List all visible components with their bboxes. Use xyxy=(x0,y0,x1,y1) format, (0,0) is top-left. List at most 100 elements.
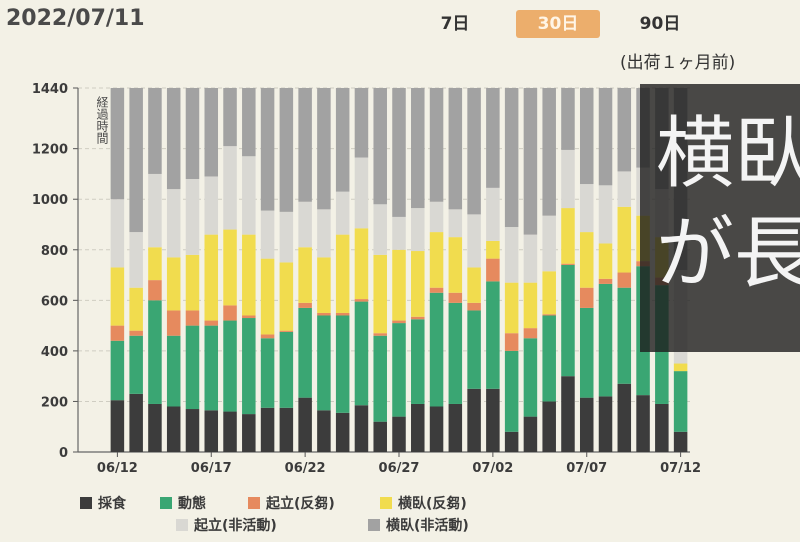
tab-30-days[interactable]: 30日 xyxy=(516,10,600,38)
bar-segment xyxy=(523,88,538,235)
bar-segment xyxy=(354,157,369,229)
bar-segment xyxy=(298,247,312,303)
bar-segment xyxy=(185,310,200,326)
bar-segment xyxy=(148,88,162,174)
y-tick-label: 0 xyxy=(59,446,68,461)
bar-segment xyxy=(148,173,162,248)
bar-segment xyxy=(542,401,556,452)
bar-segment xyxy=(504,88,519,228)
legend-item-active: 動態 xyxy=(160,494,206,514)
bar-segment xyxy=(166,88,181,190)
bar-segment xyxy=(579,184,594,233)
legend-label: 採食 xyxy=(98,496,126,512)
bar-segment xyxy=(242,88,256,157)
bar-segment xyxy=(429,88,444,202)
bar-segment xyxy=(373,88,387,205)
tab-7-days[interactable]: 7日 xyxy=(440,14,470,34)
bar-segment xyxy=(204,320,219,326)
bar-segment xyxy=(617,272,632,288)
bar-segment xyxy=(467,214,481,268)
x-tick-label: 07/02 xyxy=(472,461,513,476)
bar-segment xyxy=(617,171,632,207)
x-tick-label: 06/27 xyxy=(379,461,420,476)
y-tick-label: 600 xyxy=(41,294,68,309)
bar-segment xyxy=(223,320,237,412)
bar-segment xyxy=(148,247,162,281)
overlay-caption: 横臥 が長 xyxy=(656,104,800,304)
bar-segment xyxy=(598,283,613,397)
bar-segment xyxy=(260,407,275,452)
bar-segment xyxy=(598,396,613,452)
bar-segment xyxy=(486,240,500,259)
bar-segment xyxy=(579,307,594,398)
bar-segment xyxy=(504,282,519,334)
bar-segment xyxy=(561,376,575,452)
bar-segment xyxy=(242,414,256,452)
bar-segment xyxy=(467,310,481,389)
bar-segment xyxy=(429,287,444,293)
x-tick-label: 06/12 xyxy=(97,461,138,476)
bar-segment xyxy=(467,88,481,215)
overlay-line-2: が長 xyxy=(656,209,800,299)
legend-item-standing-inactive: 起立(非活動) xyxy=(176,516,277,536)
legend-item-lying-inactive: 横臥(非活動) xyxy=(368,516,469,536)
bar-segment xyxy=(392,416,406,452)
bar-segment xyxy=(335,88,350,192)
x-tick-label: 06/22 xyxy=(285,461,326,476)
legend-label: 動態 xyxy=(178,496,206,512)
legend-swatch xyxy=(380,497,392,509)
bar-segment xyxy=(617,287,632,384)
bar-segment xyxy=(354,88,369,158)
bar-segment xyxy=(542,271,556,315)
overlay-line-1: 横臥 xyxy=(656,109,800,199)
bar-segment xyxy=(317,410,331,452)
y-tick-label: 200 xyxy=(41,395,68,410)
bar-segment xyxy=(429,232,444,288)
bar-segment xyxy=(129,393,143,452)
legend: 採食 動態 起立(反芻) 横臥(反芻) 起立(非活動) 横臥(非活動) xyxy=(80,494,640,538)
bar-segment xyxy=(579,88,594,185)
bar-segment xyxy=(242,234,256,316)
bar-segment xyxy=(354,405,369,452)
bar-segment xyxy=(504,333,519,351)
bar-segment xyxy=(166,406,181,452)
bar-segment xyxy=(373,333,387,336)
legend-item-feeding: 採食 xyxy=(80,494,126,514)
bar-segment xyxy=(486,281,500,389)
bar-segment xyxy=(561,149,575,209)
bar-segment xyxy=(523,234,538,283)
bar-segment xyxy=(148,280,162,301)
bar-segment xyxy=(185,409,200,452)
y-axis-label: 経過時間 xyxy=(95,96,109,144)
y-tick-label: 1440 xyxy=(32,82,68,97)
bar-segment xyxy=(110,199,125,268)
bar-segment xyxy=(148,300,162,404)
bar-segment xyxy=(448,302,463,404)
bar-segment xyxy=(223,305,237,321)
bar-segment xyxy=(298,302,312,308)
bar-segment xyxy=(523,416,538,452)
bar-segment xyxy=(223,229,237,306)
bar-segment xyxy=(279,330,294,332)
bar-segment xyxy=(467,302,481,311)
bar-segment xyxy=(636,395,650,452)
bar-segment xyxy=(166,310,181,336)
x-tick-label: 07/07 xyxy=(566,461,607,476)
bar-segment xyxy=(242,156,256,235)
bar-segment xyxy=(448,292,463,303)
bar-segment xyxy=(373,254,387,334)
bar-segment xyxy=(617,383,632,452)
bar-segment xyxy=(561,264,575,377)
bar-segment xyxy=(411,251,425,317)
bar-segment xyxy=(448,403,463,452)
bar-segment xyxy=(542,215,556,272)
shipment-note: (出荷１ヶ月前) xyxy=(620,53,736,73)
bar-segment xyxy=(448,237,463,293)
bar-segment xyxy=(411,319,425,404)
bar-segment xyxy=(317,315,331,411)
legend-swatch xyxy=(248,497,260,509)
bar-segment xyxy=(411,88,425,209)
legend-label: 横臥(反芻) xyxy=(398,496,467,512)
tab-90-days[interactable]: 90日 xyxy=(639,14,681,34)
bar-segment xyxy=(655,403,669,452)
